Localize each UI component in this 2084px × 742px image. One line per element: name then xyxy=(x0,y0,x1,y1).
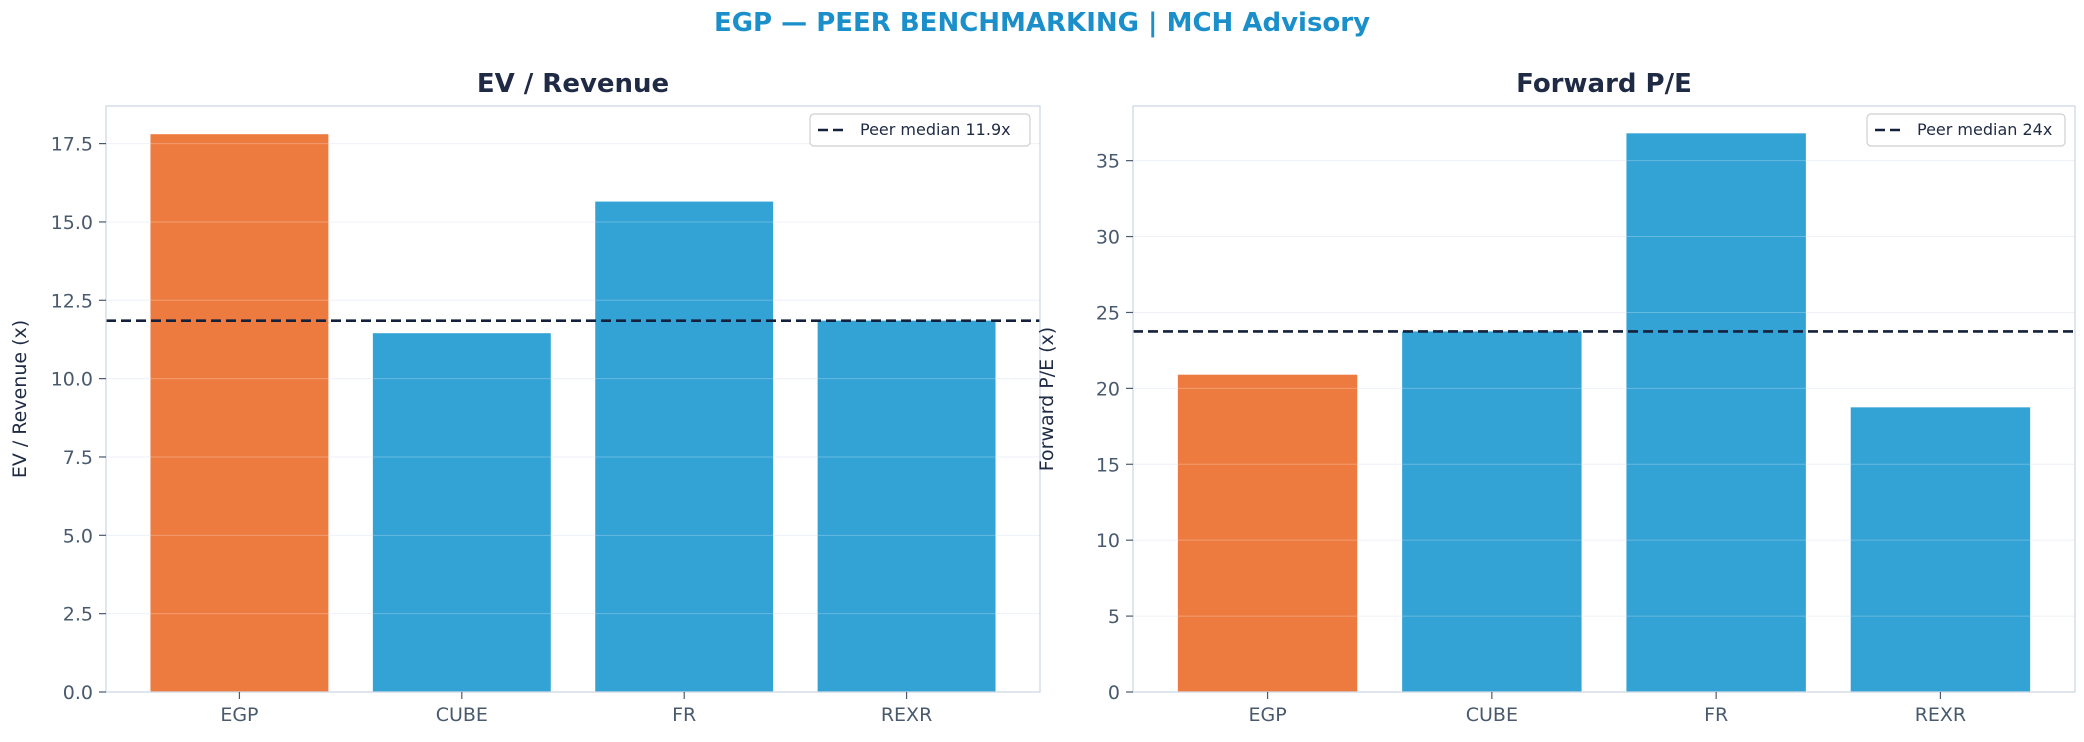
x-tick-label-fr: FR xyxy=(1704,704,1728,726)
legend-label: Peer median 24x xyxy=(1917,120,2052,139)
x-tick-label-fr: FR xyxy=(672,704,696,726)
y-tick-label: 10.0 xyxy=(51,369,93,391)
x-tick-label-cube: CUBE xyxy=(1466,704,1518,726)
y-tick-label: 5 xyxy=(1108,606,1120,628)
x-tick-label-rexr: REXR xyxy=(881,704,932,726)
x-tick-label-rexr: REXR xyxy=(1915,704,1966,726)
bar-rexr xyxy=(1850,407,2031,692)
chart-title: Forward P/E xyxy=(1516,69,1692,99)
y-tick-label: 2.5 xyxy=(63,604,93,626)
bar-egp xyxy=(1177,374,1358,692)
y-tick-label: 5.0 xyxy=(63,525,93,547)
bar-fr xyxy=(595,201,774,692)
y-tick-label: 35 xyxy=(1096,151,1120,173)
bar-rexr xyxy=(817,320,996,692)
y-tick-label: 10 xyxy=(1096,530,1120,552)
chart-title: EV / Revenue xyxy=(477,69,669,99)
forward-pe-chart: 0 5 10 15 20 25 30 35 EGP CUBE FR REXR Forward P/E Fo… xyxy=(1036,69,2076,726)
y-axis-label: Forward P/E (x) xyxy=(1036,327,1058,471)
legend-box xyxy=(809,113,1031,147)
y-tick-label: 25 xyxy=(1096,302,1120,324)
y-axis-label: EV / Revenue (x) xyxy=(9,320,31,478)
y-tick-label: 0 xyxy=(1108,682,1120,704)
plot-frame xyxy=(1132,105,2076,693)
bar-egp xyxy=(150,134,329,693)
y-tick-label: 15.0 xyxy=(51,212,93,234)
figure-title: EGP — PEER BENCHMARKING | MCH Advisory xyxy=(713,8,1371,38)
x-tick-label-egp: EGP xyxy=(220,704,258,726)
bar-cube xyxy=(372,333,551,692)
y-tick-label: 30 xyxy=(1096,227,1120,249)
y-tick-label: 20 xyxy=(1096,378,1120,400)
ev-revenue-chart: 0.0 2.5 5.0 7.5 10.0 12.5 15.0 17.5 EGP CUBE FR REX… xyxy=(9,69,1041,726)
bar-cube xyxy=(1402,331,1582,692)
legend-box xyxy=(1866,113,2066,147)
plot-frame xyxy=(105,105,1041,693)
bar-fr xyxy=(1626,133,1806,693)
y-tick-label: 12.5 xyxy=(51,290,93,312)
legend-label: Peer median 11.9x xyxy=(860,120,1011,139)
y-tick-label: 15 xyxy=(1096,454,1120,476)
y-tick-label: 7.5 xyxy=(63,447,93,469)
x-tick-label-egp: EGP xyxy=(1248,704,1286,726)
x-tick-label-cube: CUBE xyxy=(436,704,488,726)
y-tick-label: 17.5 xyxy=(51,134,93,156)
y-tick-label: 0.0 xyxy=(63,682,93,704)
